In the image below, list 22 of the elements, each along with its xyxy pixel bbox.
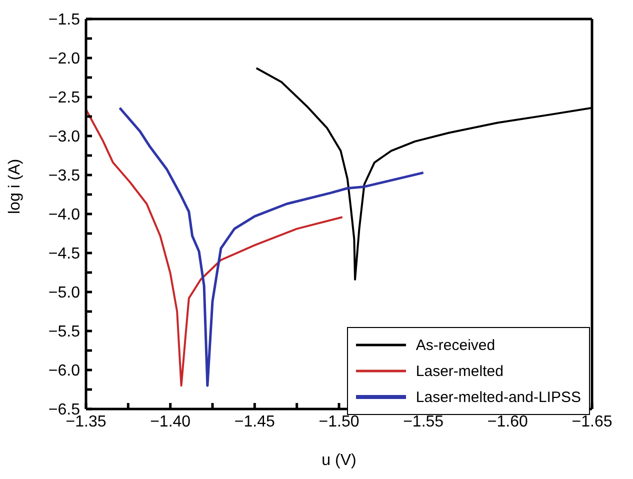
y-tick-label: −2.0: [48, 50, 80, 68]
legend-label: Laser-melted-and-LIPSS: [416, 388, 581, 406]
y-tick-label: −5.0: [48, 284, 80, 302]
x-tick-label: −1.55: [403, 413, 444, 430]
x-axis-title: u (V): [322, 452, 356, 469]
line-series: [86, 108, 344, 387]
legend-label: Laser-melted: [416, 362, 504, 380]
y-tick-label: −6.0: [48, 362, 80, 380]
y-tick-label: −2.5: [48, 90, 80, 107]
y-tick-label: −4.0: [48, 206, 80, 224]
legend-label: As-received: [416, 336, 496, 354]
y-tick-label: −5.5: [48, 324, 80, 341]
x-tick-label: −1.45: [234, 413, 276, 430]
y-tick-label: −4.5: [48, 246, 80, 263]
y-axis-title: log i (A): [6, 158, 24, 214]
x-tick-label: −1.65: [572, 413, 612, 430]
y-tick-label: −3.0: [48, 128, 80, 146]
x-tick-label: −1.40: [150, 413, 191, 430]
y-tick-label: −3.5: [48, 168, 80, 185]
y-tick-label: −1.5: [48, 12, 80, 29]
x-tick-label: −1.50: [318, 413, 360, 430]
x-tick-label: −1.60: [487, 413, 528, 430]
